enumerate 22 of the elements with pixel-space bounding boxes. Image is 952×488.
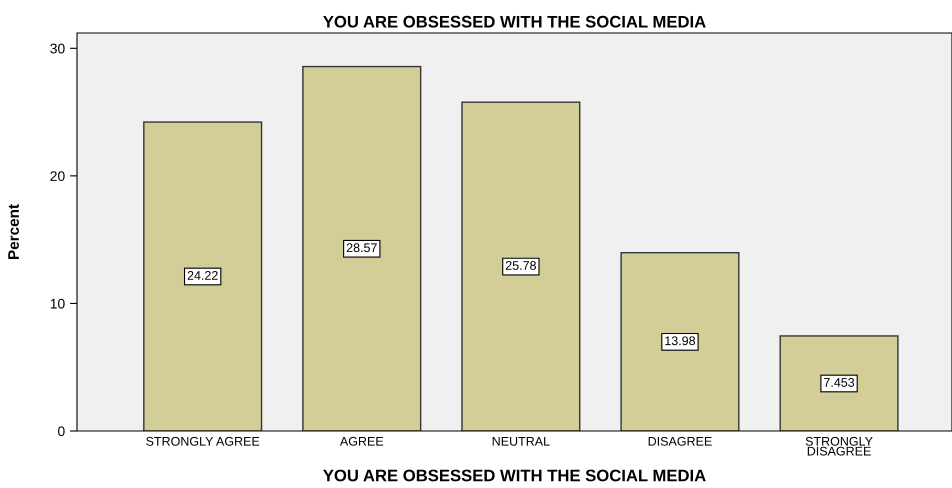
y-tick-label: 10 <box>50 298 65 309</box>
bar <box>461 101 580 431</box>
data-label: 24.22 <box>188 271 218 280</box>
bar <box>620 252 740 431</box>
bar <box>779 335 899 431</box>
bar <box>302 66 422 431</box>
data-label: 28.57 <box>346 243 377 252</box>
y-tick-label: 30 <box>50 44 65 54</box>
x-tick-label: DISAGREE <box>648 436 712 446</box>
chart-title: YOU ARE OBSESSED WITH THE SOCIAL MEDIA <box>323 16 706 28</box>
data-label: 25.78 <box>506 261 536 270</box>
data-label: 7.453 <box>824 378 854 387</box>
y-axis-title: Percent <box>8 204 19 259</box>
y-tick-label: 0 <box>58 426 65 436</box>
x-axis-title: YOU ARE OBSESSED WITH THE SOCIAL MEDIA <box>323 470 706 482</box>
x-tick-label: AGREE <box>340 436 384 446</box>
y-tick-label: 20 <box>50 171 65 182</box>
x-tick-label: STRONGLY AGREE <box>146 436 260 446</box>
x-tick-label: NEUTRAL <box>492 437 550 446</box>
bar <box>143 121 262 431</box>
x-tick-label: STRONGLY DISAGREE <box>806 436 873 456</box>
data-label: 13.98 <box>665 336 696 346</box>
